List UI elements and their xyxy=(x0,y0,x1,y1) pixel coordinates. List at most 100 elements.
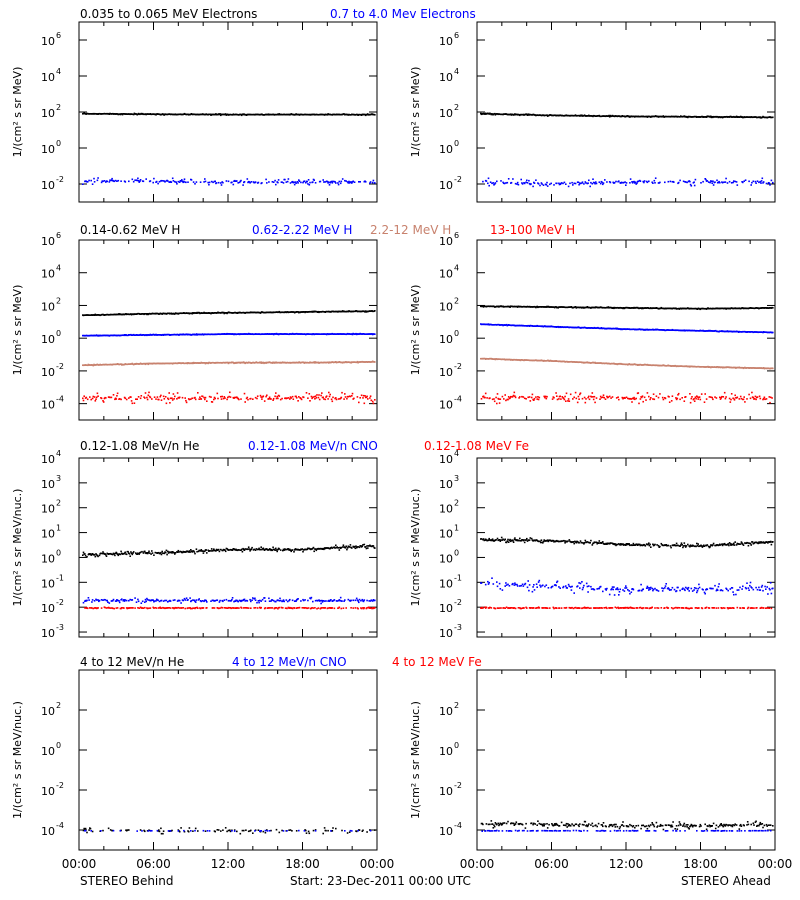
data-point xyxy=(579,393,581,396)
data-point xyxy=(583,396,586,399)
data-point xyxy=(275,549,278,551)
data-point xyxy=(155,398,157,400)
data-point xyxy=(176,551,179,553)
data-point xyxy=(526,114,529,116)
data-point xyxy=(131,553,134,556)
data-point xyxy=(181,179,183,181)
data-point xyxy=(309,400,311,402)
data-point xyxy=(351,182,353,184)
data-point xyxy=(289,549,292,551)
data-point xyxy=(721,395,723,398)
data-point xyxy=(146,398,149,401)
data-point xyxy=(155,180,158,183)
data-point xyxy=(625,184,627,186)
data-point xyxy=(124,397,127,400)
data-point xyxy=(374,310,376,312)
data-point xyxy=(590,396,593,398)
data-point xyxy=(213,396,216,399)
data-point xyxy=(240,548,243,551)
data-point xyxy=(546,114,548,116)
data-point xyxy=(337,547,340,549)
data-point xyxy=(319,180,322,183)
data-point xyxy=(595,397,598,399)
data-point xyxy=(246,396,249,399)
data-point xyxy=(196,550,198,553)
data-point xyxy=(242,184,244,186)
data-point xyxy=(618,180,620,182)
data-point xyxy=(595,181,597,183)
data-point xyxy=(657,396,660,399)
data-point xyxy=(562,182,564,185)
data-point xyxy=(129,555,131,557)
data-point xyxy=(653,398,656,401)
data-point xyxy=(127,550,129,553)
data-point xyxy=(226,398,228,401)
data-point xyxy=(102,180,104,183)
data-point xyxy=(735,181,738,183)
data-point xyxy=(575,397,578,400)
data-point xyxy=(290,397,292,399)
data-point xyxy=(346,181,349,183)
data-point xyxy=(104,553,106,555)
data-point xyxy=(98,554,101,557)
data-point xyxy=(144,550,146,553)
data-point xyxy=(181,396,184,399)
data-point xyxy=(145,178,147,180)
y-tick-exponent: 4 xyxy=(56,449,61,458)
data-point xyxy=(510,395,512,398)
data-point xyxy=(503,398,505,400)
data-point xyxy=(144,392,147,394)
data-point xyxy=(314,398,316,400)
data-point xyxy=(528,179,530,182)
data-point xyxy=(97,177,99,179)
data-point xyxy=(374,333,376,335)
data-point xyxy=(277,179,280,181)
data-point xyxy=(191,312,193,315)
data-point xyxy=(641,396,643,399)
y-tick-label: 10 xyxy=(41,366,55,379)
data-point xyxy=(634,398,636,401)
data-point xyxy=(599,398,601,400)
data-point xyxy=(677,392,680,395)
data-point xyxy=(683,400,686,402)
data-point xyxy=(350,181,352,183)
data-point xyxy=(631,401,633,403)
data-point xyxy=(165,549,168,552)
data-point xyxy=(585,182,587,184)
data-point xyxy=(772,116,774,119)
data-point xyxy=(308,393,311,395)
data-point xyxy=(170,551,173,553)
data-point xyxy=(482,395,485,398)
data-point xyxy=(525,398,527,400)
data-point xyxy=(316,394,318,396)
data-point xyxy=(150,553,152,555)
data-point xyxy=(305,392,308,394)
data-point xyxy=(592,398,595,401)
data-point xyxy=(512,178,514,180)
data-point xyxy=(192,362,194,365)
data-point xyxy=(631,181,633,183)
data-point xyxy=(262,395,265,397)
data-point xyxy=(331,547,334,549)
data-point xyxy=(769,401,771,404)
data-point xyxy=(188,550,191,552)
data-point xyxy=(496,393,499,395)
y-tick-exponent: 2 xyxy=(454,103,459,112)
y-tick-label: 10 xyxy=(41,268,55,281)
data-point xyxy=(275,392,277,394)
data-point xyxy=(565,183,567,185)
data-point xyxy=(312,396,314,399)
data-point xyxy=(274,179,276,182)
data-point xyxy=(602,394,605,396)
data-point xyxy=(205,549,207,551)
data-point xyxy=(533,399,535,401)
data-point xyxy=(633,180,635,183)
data-point xyxy=(362,397,364,399)
data-point xyxy=(133,402,136,404)
data-point xyxy=(101,552,104,555)
data-point xyxy=(287,178,290,180)
data-point xyxy=(606,395,608,398)
data-point xyxy=(335,397,337,399)
data-point xyxy=(717,181,720,184)
data-point xyxy=(110,396,113,399)
